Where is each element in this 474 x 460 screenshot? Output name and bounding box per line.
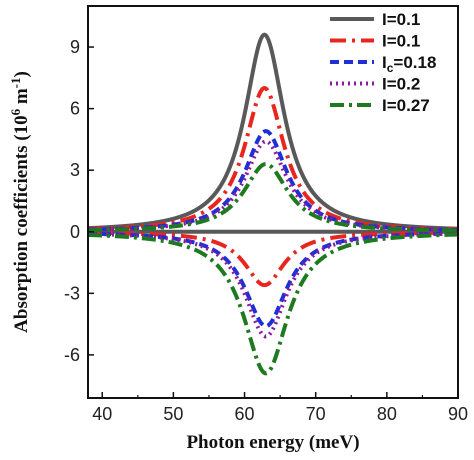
x-tick-label: 70: [306, 404, 326, 424]
y-axis-title-unit-exponent: -1: [8, 77, 23, 88]
series-4-neg-line: [87, 232, 459, 376]
y-tick-label: 3: [70, 160, 80, 180]
series-3-neg-line: [87, 231, 459, 339]
x-tick-label: 90: [448, 404, 468, 424]
x-tick-label: 60: [235, 404, 255, 424]
legend: I=0.1I=0.1Ic=0.18I=0.2I=0.27: [330, 10, 436, 115]
y-axis-title-close: ): [11, 71, 32, 77]
y-axis-title-exponent: 6: [8, 108, 23, 115]
series-2-neg-line: [87, 231, 459, 329]
plot-frame: [87, 5, 459, 399]
y-axis-title-unit: m: [11, 88, 32, 109]
series-2-pos-line: [87, 129, 459, 232]
y-tick-label: -3: [64, 283, 80, 303]
legend-label-main: I=0.1: [382, 10, 420, 29]
series-4-pos-line: [87, 162, 459, 233]
x-tick-label: 40: [92, 404, 112, 424]
legend-label-1: I=0.1: [382, 32, 420, 51]
y-tick-label: 9: [70, 37, 80, 57]
legend-label-main: I=0.2: [382, 75, 420, 94]
series-3-pos-line: [87, 139, 459, 233]
y-axis-title-main: Absorption coefficients (10: [11, 115, 32, 332]
legend-label-4: I=0.27: [382, 96, 430, 115]
x-tick-label: 80: [377, 404, 397, 424]
x-axis-title: Photon energy (meV): [186, 432, 359, 453]
legend-label-main: I: [382, 53, 387, 72]
y-axis-ticks: -6 -3 0 3 6 9: [64, 37, 94, 365]
y-tick-label: -6: [64, 345, 80, 365]
legend-label-subscript: c: [387, 61, 394, 75]
series-curves: [87, 32, 459, 376]
legend-label-3: I=0.2: [382, 75, 420, 94]
legend-label-main: I=0.1: [382, 32, 420, 51]
legend-label-main: I=0.27: [382, 96, 430, 115]
x-axis-ticks: 40 50 60 70 80 90: [92, 392, 468, 424]
legend-label-0: I=0.1: [382, 10, 420, 29]
y-tick-label: 6: [70, 99, 80, 119]
legend-label-2: Ic=0.18: [382, 53, 436, 75]
series-1-neg-line: [87, 230, 459, 288]
x-tick-label: 50: [163, 404, 183, 424]
y-tick-label: 0: [70, 222, 80, 242]
legend-label-tail: =0.18: [393, 53, 436, 72]
y-axis-title: Absorption coefficients (106 m-1): [8, 71, 32, 333]
